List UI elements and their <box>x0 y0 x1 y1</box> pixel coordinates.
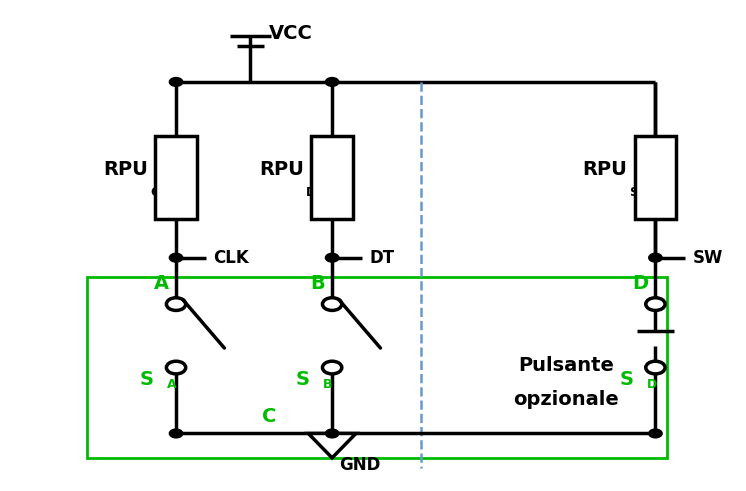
Polygon shape <box>308 434 356 458</box>
Circle shape <box>169 429 183 438</box>
Text: S: S <box>619 370 633 389</box>
Text: B: B <box>310 274 325 293</box>
Text: DT: DT <box>369 249 395 267</box>
Text: Pulsante
opzionale: Pulsante opzionale <box>513 355 619 409</box>
Circle shape <box>325 253 339 262</box>
Text: S: S <box>140 370 154 389</box>
Text: S: S <box>296 370 310 389</box>
Text: SW: SW <box>630 186 652 199</box>
Text: SW: SW <box>692 249 723 267</box>
Circle shape <box>325 429 339 438</box>
Bar <box>635 136 676 218</box>
Bar <box>155 136 197 218</box>
Text: C: C <box>262 407 276 426</box>
Text: CLK: CLK <box>213 249 249 267</box>
Circle shape <box>169 253 183 262</box>
Circle shape <box>169 78 183 86</box>
Bar <box>311 136 353 218</box>
Text: GND: GND <box>339 456 381 474</box>
Bar <box>87 277 667 458</box>
Text: RPU: RPU <box>583 161 627 179</box>
Text: CLK: CLK <box>150 186 177 199</box>
Circle shape <box>649 253 662 262</box>
Text: D: D <box>647 378 656 391</box>
Circle shape <box>649 429 662 438</box>
Text: A: A <box>167 378 177 391</box>
Text: A: A <box>154 274 169 293</box>
Circle shape <box>325 78 339 86</box>
Text: D: D <box>632 274 648 293</box>
Text: B: B <box>323 378 333 391</box>
Text: DT: DT <box>306 186 325 199</box>
Text: RPU: RPU <box>103 161 148 179</box>
Text: RPU: RPU <box>259 161 304 179</box>
Text: VCC: VCC <box>269 24 313 43</box>
